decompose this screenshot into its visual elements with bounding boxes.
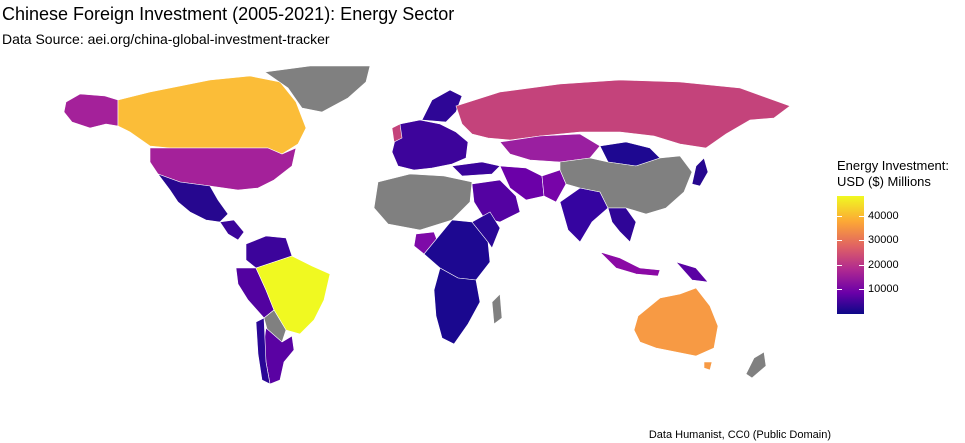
region-north-africa — [373, 173, 473, 231]
legend-colorbar: 40000 30000 20000 10000 — [837, 196, 947, 314]
country-china — [559, 155, 693, 215]
legend-tick-label: 20000 — [868, 258, 899, 271]
region-east-africa — [471, 211, 501, 249]
legend-title-line2: USD ($) Millions — [837, 174, 931, 189]
country-alaska — [63, 93, 119, 129]
country-new-zealand — [745, 351, 767, 379]
region-scandinavia — [421, 89, 463, 123]
legend-tick-label: 10000 — [868, 283, 899, 296]
legend-tick-label: 30000 — [868, 234, 899, 247]
legend-tick-mark — [859, 240, 864, 242]
legend-title-line1: Energy Investment: — [837, 158, 949, 173]
country-indonesia — [599, 251, 661, 277]
country-brazil — [255, 255, 331, 335]
country-papua-new-guinea — [675, 261, 709, 283]
legend-tick-label: 40000 — [868, 209, 899, 222]
region-europe — [391, 119, 469, 171]
region-southern-africa — [433, 267, 481, 345]
legend-tick-mark — [837, 215, 842, 217]
map-subtitle: Data Source: aei.org/china-global-invest… — [2, 31, 330, 47]
country-saudi-arabia — [471, 179, 521, 223]
country-madagascar — [491, 293, 503, 325]
map-caption: Data Humanist, CC0 (Public Domain) — [648, 429, 831, 441]
legend-tick-mark — [837, 264, 842, 266]
country-turkey — [451, 161, 501, 177]
legend-tick-mark — [837, 289, 842, 291]
map-title: Chinese Foreign Investment (2005-2021): … — [2, 4, 455, 24]
country-pakistan — [541, 169, 567, 203]
legend-tick-mark — [859, 215, 864, 217]
country-australia — [633, 287, 719, 357]
legend-gradient — [837, 196, 864, 314]
country-canada — [117, 75, 307, 155]
legend-tick-mark — [859, 289, 864, 291]
country-india — [559, 187, 609, 243]
country-greenland — [264, 65, 371, 113]
region-central-america — [219, 219, 245, 241]
country-japan — [691, 157, 709, 187]
legend-tick-mark — [837, 240, 842, 242]
legend: Energy Investment: USD ($) Millions 4000… — [837, 158, 949, 314]
country-russia — [455, 79, 791, 149]
world-map — [63, 65, 791, 385]
legend-tick-mark — [859, 264, 864, 266]
country-uk — [391, 123, 403, 143]
region-southeast-asia — [607, 207, 637, 243]
country-tasmania — [703, 361, 713, 371]
country-chile — [255, 317, 271, 385]
